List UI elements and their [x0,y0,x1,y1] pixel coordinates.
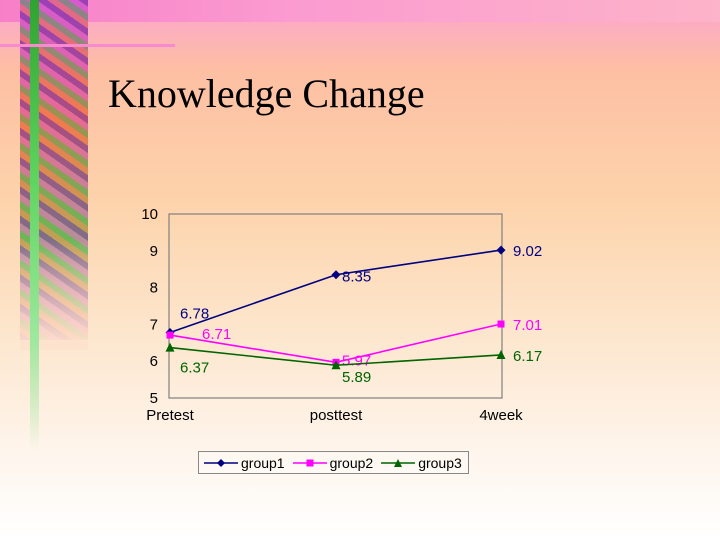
legend-item-group1: group1 [204,455,285,471]
x-tick-label: 4week [479,407,523,424]
y-tick-label: 6 [150,353,158,370]
legend-swatch-group2 [292,459,327,466]
legend-label-group3: group3 [418,454,462,471]
marker-group2 [166,331,174,339]
legend-item-group2: group2 [292,454,374,471]
marker-group1 [496,245,506,255]
marker-group3 [165,342,175,352]
marker-group3 [496,349,506,359]
data-label-group2: 7.01 [513,317,542,334]
legend-swatch-group3 [381,458,416,467]
x-tick-label: posttest [310,407,363,424]
data-label-group3: 6.37 [180,360,209,377]
data-label-group2: 5.97 [342,352,371,369]
pink-accent-line [0,44,175,47]
data-label-group1: 6.78 [180,305,209,322]
y-tick-label: 9 [150,243,158,260]
top-band [0,0,720,22]
y-tick-label: 5 [150,390,158,407]
legend-label-group1: group1 [241,454,285,471]
y-tick-label: 8 [150,280,158,297]
data-label-group2: 6.71 [202,326,231,343]
chart-legend: group1 group2 group3 [198,451,469,474]
data-label-group3: 6.17 [513,348,542,365]
legend-swatch-group1 [204,458,238,467]
data-label-group3: 5.89 [342,369,371,386]
data-label-group1: 8.35 [342,269,371,286]
x-tick-label: Pretest [146,407,194,424]
y-tick-label: 10 [141,206,158,223]
green-accent-bar [30,0,39,450]
y-tick-label: 7 [150,316,158,333]
series-line-group1 [169,249,502,334]
slide-title: Knowledge Change [108,71,425,116]
marker-group1 [331,270,341,280]
legend-label-group2: group2 [329,454,374,471]
data-label-group1: 9.02 [513,243,542,260]
legend-item-group3: group3 [381,455,462,471]
marker-group2 [497,320,505,328]
marker-group3 [331,360,341,370]
plot-area [168,213,503,399]
